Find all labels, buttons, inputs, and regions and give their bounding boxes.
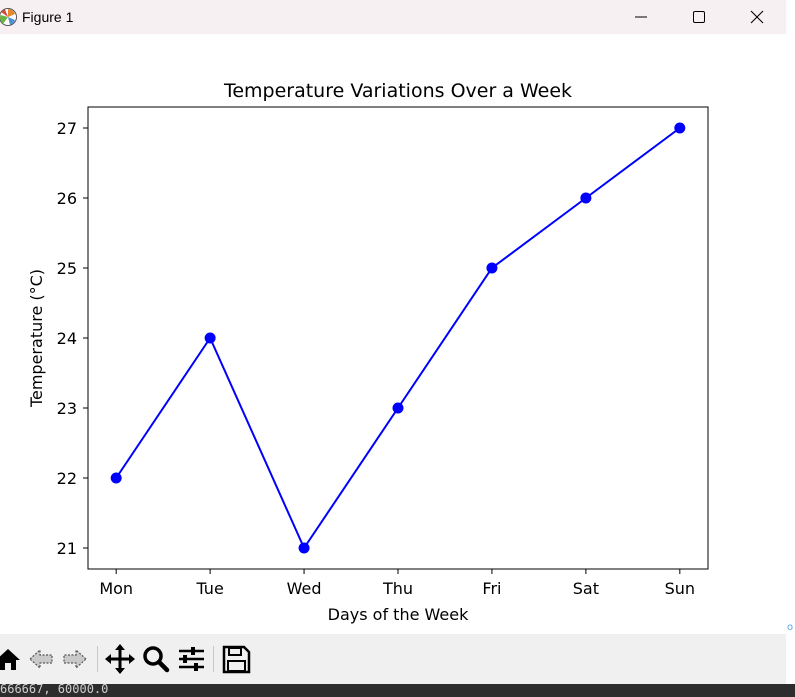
y-tick-label: 27	[57, 119, 77, 138]
data-point	[580, 192, 592, 204]
close-button[interactable]	[728, 0, 786, 34]
zoom-button[interactable]	[140, 642, 172, 676]
data-point	[204, 332, 216, 344]
x-tick-label: Sun	[665, 579, 695, 598]
y-tick-label: 26	[57, 189, 77, 208]
series-line	[115, 127, 681, 551]
y-tick-label: 21	[57, 539, 77, 558]
chart-title: Temperature Variations Over a Week	[223, 80, 572, 102]
data-point	[674, 122, 686, 134]
pan-button[interactable]	[104, 642, 136, 676]
x-tick-label: Tue	[195, 579, 223, 598]
status-bar: 666667, 60000.0	[0, 682, 795, 697]
sliders-icon	[179, 647, 204, 671]
data-point	[110, 472, 122, 484]
matplotlib-logo-icon	[0, 7, 18, 27]
figure-canvas[interactable]: Temperature Variations Over a Week Days …	[0, 34, 786, 634]
data-point	[298, 542, 310, 554]
y-tick-label: 25	[57, 259, 77, 278]
home-button[interactable]	[0, 642, 26, 676]
back-button[interactable]	[26, 642, 58, 676]
forward-arrow-icon	[63, 648, 87, 670]
x-axis-label: Days of the Week	[328, 605, 469, 624]
minimize-icon	[635, 16, 647, 18]
cursor-coordinates: 666667, 60000.0	[0, 682, 109, 696]
configure-subplots-button[interactable]	[176, 642, 208, 676]
maximize-button[interactable]	[670, 0, 728, 34]
x-tick-label: Fri	[482, 579, 501, 598]
y-axis-label: Temperature (°C)	[27, 269, 46, 408]
forward-button[interactable]	[58, 642, 90, 676]
navigation-toolbar	[0, 634, 786, 684]
y-tick-label: 23	[57, 399, 77, 418]
y-tick-label: 24	[57, 329, 77, 348]
floppy-disk-icon	[222, 645, 251, 674]
back-arrow-icon	[29, 648, 53, 670]
x-tick-label: Sat	[573, 579, 599, 598]
close-icon	[750, 10, 764, 24]
move-icon	[105, 644, 135, 674]
toolbar-separator	[97, 646, 98, 672]
x-tick-label: Mon	[99, 579, 133, 598]
line-chart: Temperature Variations Over a Week Days …	[27, 80, 709, 624]
save-button[interactable]	[221, 642, 253, 676]
toolbar-separator	[213, 646, 214, 672]
maximize-icon	[693, 11, 705, 23]
title-bar[interactable]: Figure 1	[0, 0, 786, 34]
home-icon	[0, 649, 20, 670]
data-point	[486, 262, 498, 274]
x-tick-label: Thu	[382, 579, 413, 598]
data-point	[392, 402, 404, 414]
window-title: Figure 1	[22, 9, 74, 25]
minimize-button[interactable]	[612, 0, 670, 34]
edge-indicator: o	[787, 622, 794, 633]
x-tick-label: Wed	[287, 579, 322, 598]
magnifier-icon	[143, 646, 170, 673]
y-tick-label: 22	[57, 469, 77, 488]
